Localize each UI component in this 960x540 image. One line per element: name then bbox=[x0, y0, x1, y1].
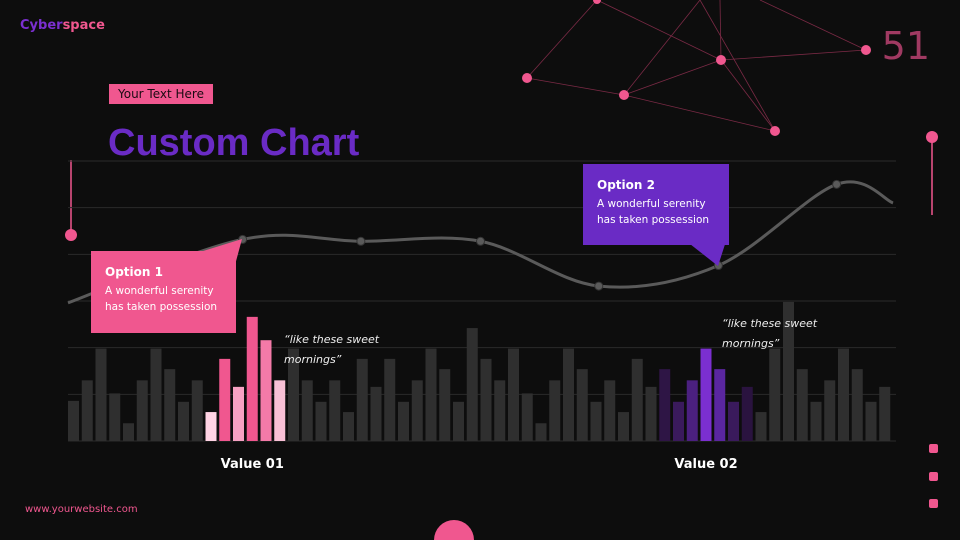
bar bbox=[205, 412, 217, 441]
bar bbox=[728, 401, 739, 441]
bar bbox=[233, 386, 244, 441]
social-icons bbox=[929, 444, 938, 508]
bar bbox=[865, 401, 877, 441]
bar bbox=[398, 401, 409, 441]
bar bbox=[453, 401, 464, 441]
bar bbox=[136, 380, 148, 441]
bar bbox=[329, 380, 341, 441]
quote: “like these sweet mornings” bbox=[722, 317, 818, 350]
bar bbox=[494, 380, 506, 441]
bar bbox=[796, 369, 808, 441]
bar bbox=[755, 412, 767, 441]
bar bbox=[370, 386, 382, 441]
bar bbox=[274, 380, 286, 441]
brand: Cyberspace bbox=[20, 18, 105, 33]
bar bbox=[521, 393, 533, 441]
callout: Option 1 A wonderful serenity has taken … bbox=[91, 251, 236, 333]
bar bbox=[81, 380, 93, 441]
bar bbox=[384, 358, 396, 441]
bar bbox=[508, 348, 519, 441]
brand-part: Cyber bbox=[20, 18, 63, 33]
bar bbox=[563, 348, 574, 441]
bar bbox=[618, 412, 629, 441]
accent-dot bbox=[65, 229, 77, 241]
bar bbox=[260, 340, 272, 441]
bar bbox=[439, 369, 451, 441]
bar bbox=[824, 380, 836, 441]
callout-text: A wonderful serenity has taken possessio… bbox=[105, 285, 218, 313]
bar bbox=[425, 348, 437, 441]
bar bbox=[645, 386, 657, 441]
bar bbox=[535, 423, 547, 441]
bar bbox=[219, 358, 231, 441]
bar bbox=[411, 380, 423, 441]
bar bbox=[576, 369, 588, 441]
callout-title: Option 2 bbox=[597, 178, 655, 192]
bar bbox=[783, 301, 794, 441]
bar bbox=[466, 328, 478, 441]
bar bbox=[301, 380, 313, 441]
line-point bbox=[476, 236, 485, 246]
bar bbox=[549, 380, 561, 441]
callout-title: Option 1 bbox=[105, 265, 163, 279]
bar bbox=[851, 369, 863, 441]
bar bbox=[686, 380, 698, 441]
line-point bbox=[594, 281, 604, 291]
bar bbox=[343, 412, 354, 441]
bar bbox=[714, 369, 726, 441]
bar bbox=[631, 358, 643, 441]
accent-dot bbox=[926, 131, 938, 143]
bar bbox=[604, 380, 616, 441]
page-number: 51 bbox=[881, 24, 930, 68]
bar bbox=[150, 348, 162, 441]
bar bbox=[246, 316, 258, 441]
bar bbox=[191, 380, 203, 441]
bar bbox=[164, 369, 176, 441]
bar bbox=[480, 358, 492, 441]
quote: “like these sweet mornings” bbox=[284, 333, 380, 366]
callout: Option 2 A wonderful serenity has taken … bbox=[583, 164, 729, 245]
callout-text: A wonderful serenity has taken possessio… bbox=[597, 198, 710, 226]
network-decoration bbox=[526, 0, 867, 132]
bar bbox=[590, 401, 602, 441]
tag: Your Text Here bbox=[109, 84, 213, 104]
brand-part: space bbox=[62, 18, 105, 33]
bar bbox=[659, 369, 671, 441]
bar bbox=[838, 348, 849, 441]
line-point bbox=[832, 179, 842, 189]
bar bbox=[109, 393, 121, 441]
bar bbox=[879, 386, 891, 441]
bar bbox=[673, 401, 684, 441]
bar bbox=[769, 348, 781, 441]
bar bbox=[741, 386, 753, 441]
bar bbox=[178, 401, 189, 441]
bar bbox=[123, 423, 134, 441]
footer: www.yourwebsite.com bbox=[25, 504, 138, 515]
bar bbox=[810, 401, 822, 441]
bar bbox=[288, 348, 299, 441]
x-label: Value 02 bbox=[674, 457, 738, 472]
network-nodes bbox=[522, 0, 871, 136]
x-label: Value 01 bbox=[220, 457, 284, 472]
bar bbox=[95, 348, 107, 441]
bar bbox=[68, 400, 79, 441]
bar bbox=[315, 401, 327, 441]
accent-circle bbox=[434, 520, 474, 540]
line-point bbox=[356, 236, 366, 246]
title: Custom Chart bbox=[108, 122, 360, 164]
bar bbox=[356, 358, 368, 441]
bar bbox=[700, 348, 712, 441]
